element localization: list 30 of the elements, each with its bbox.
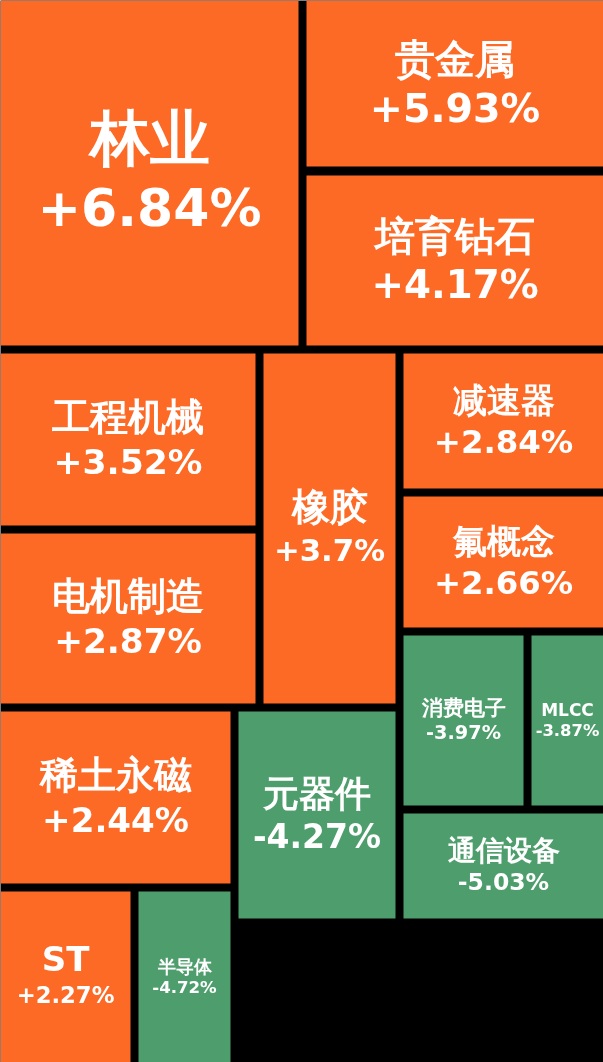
data-label: -4.27% <box>252 816 382 856</box>
category-label: ST <box>41 939 91 980</box>
category-label: 元器件 <box>262 773 371 815</box>
category-label: 橡胶 <box>290 485 368 530</box>
data-label: +3.52% <box>53 442 203 483</box>
category-label: 贵金属 <box>395 35 515 82</box>
data-label: -3.97% <box>426 721 501 745</box>
data-label: +4.17% <box>371 262 539 308</box>
category-label: 工程机械 <box>52 394 204 439</box>
data-label: +2.87% <box>54 620 202 661</box>
data-label: +2.44% <box>42 799 189 840</box>
data-label: +2.66% <box>433 563 574 602</box>
category-label: 通信设备 <box>447 833 560 867</box>
data-label: +2.27% <box>16 981 115 1008</box>
data-label: +3.7% <box>273 531 386 568</box>
data-label: +6.84% <box>37 177 262 238</box>
category-label: 减速器 <box>452 380 555 421</box>
category-label: 培育钻石 <box>373 213 535 260</box>
data-label: +2.84% <box>433 422 574 461</box>
category-label: 稀土永磁 <box>38 753 192 798</box>
category-label: 半导体 <box>156 955 213 977</box>
data-label: -4.72% <box>152 978 218 998</box>
data-label: -3.87% <box>535 721 600 741</box>
category-label: MLCC <box>541 700 594 721</box>
data-label: -5.03% <box>457 867 550 896</box>
category-label: 氟概念 <box>451 521 555 562</box>
category-label: 消费电子 <box>420 696 506 721</box>
category-label: 林业 <box>87 103 210 174</box>
category-label: 电机制造 <box>52 574 204 619</box>
data-label: +5.93% <box>369 85 541 132</box>
